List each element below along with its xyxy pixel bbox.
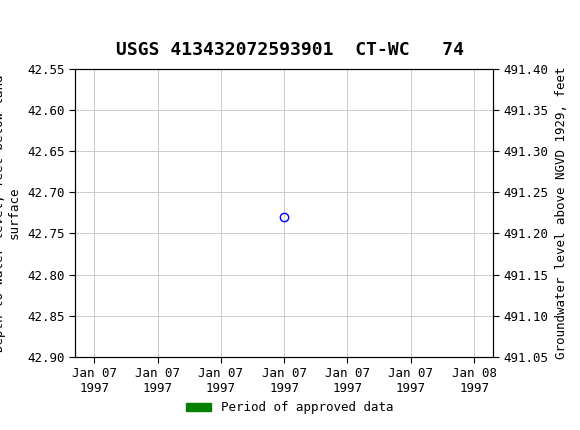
Legend: Period of approved data: Period of approved data <box>181 396 399 419</box>
Y-axis label: Depth to water level, feet below land
surface: Depth to water level, feet below land su… <box>0 74 20 352</box>
Y-axis label: Groundwater level above NGVD 1929, feet: Groundwater level above NGVD 1929, feet <box>556 67 568 359</box>
Text: USGS 413432072593901  CT-WC   74: USGS 413432072593901 CT-WC 74 <box>116 41 464 59</box>
Text: ╳USGS: ╳USGS <box>12 15 70 37</box>
